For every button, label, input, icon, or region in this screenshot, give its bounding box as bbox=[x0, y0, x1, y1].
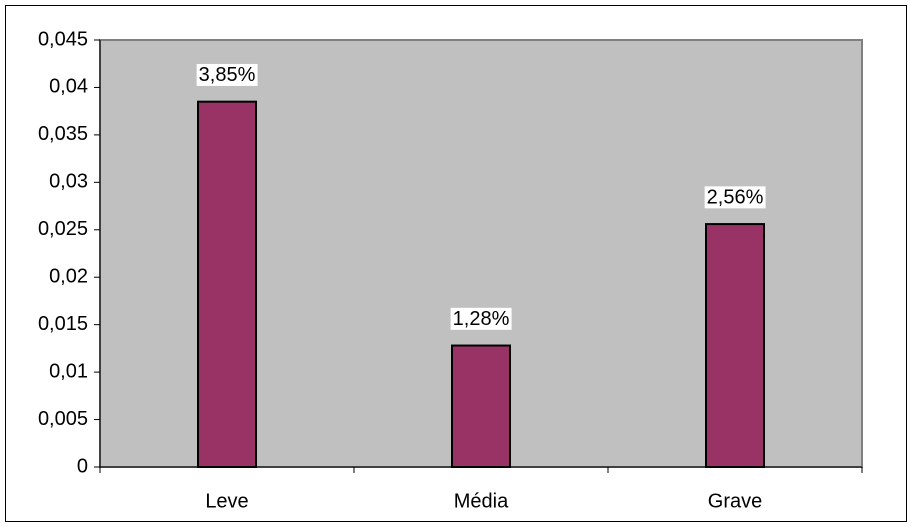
bar bbox=[451, 344, 511, 469]
y-tick-label: 0,035 bbox=[38, 123, 88, 145]
x-tick-label: Grave bbox=[708, 490, 762, 512]
value-label: 2,56% bbox=[707, 186, 764, 208]
value-label-bg bbox=[450, 307, 512, 330]
y-tick-label: 0,03 bbox=[49, 171, 88, 193]
bar bbox=[705, 223, 765, 468]
x-tick-label: Média bbox=[454, 490, 509, 512]
value-label: 3,85% bbox=[199, 64, 256, 86]
y-tick-label: 0 bbox=[77, 455, 88, 477]
y-tick-label: 0,005 bbox=[38, 408, 88, 430]
value-label-bg bbox=[704, 186, 766, 209]
y-tick-label: 0,02 bbox=[49, 266, 88, 288]
y-tick-label: 0,04 bbox=[49, 76, 88, 98]
y-tick-label: 0,045 bbox=[38, 28, 88, 50]
y-tick-label: 0,025 bbox=[38, 218, 88, 240]
bar bbox=[197, 100, 257, 469]
value-label: 1,28% bbox=[453, 308, 510, 330]
value-label-bg bbox=[196, 63, 258, 86]
x-tick-label: Leve bbox=[205, 490, 248, 512]
y-tick-label: 0,015 bbox=[38, 313, 88, 335]
y-tick-label: 0,01 bbox=[49, 360, 88, 382]
